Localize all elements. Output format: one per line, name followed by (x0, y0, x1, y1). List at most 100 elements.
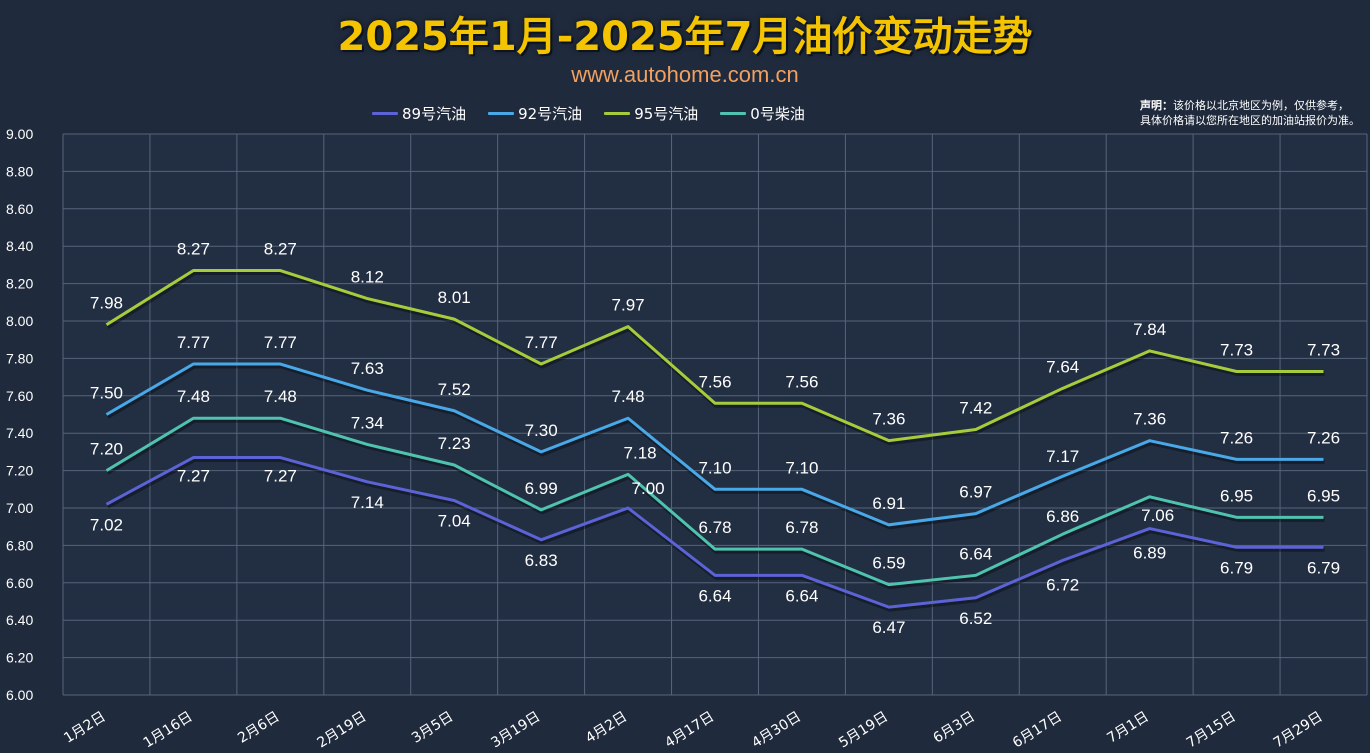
data-label: 7.48 (612, 387, 645, 406)
legend-label-95: 95号汽油 (634, 104, 699, 123)
data-label: 6.79 (1220, 558, 1253, 577)
legend-item-92: 92号汽油 (488, 103, 582, 124)
data-label: 6.86 (1046, 507, 1079, 526)
data-label: 7.63 (351, 359, 384, 378)
x-tick-label: 3月5日 (409, 709, 456, 747)
y-tick-label: 7.20 (6, 463, 33, 479)
data-label: 7.36 (1133, 410, 1166, 429)
y-tick-label: 8.20 (6, 276, 33, 292)
x-tick-label: 2月6日 (235, 709, 282, 747)
data-label: 7.27 (177, 467, 210, 486)
y-tick-label: 9.00 (6, 126, 33, 142)
data-label: 7.48 (264, 387, 297, 406)
data-label: 7.73 (1220, 340, 1253, 359)
data-label: 7.10 (785, 458, 818, 477)
data-label: 6.64 (959, 544, 992, 563)
series-line-shadow (106, 417, 1325, 590)
legend-label-89: 89号汽油 (402, 104, 467, 123)
data-label: 7.98 (90, 294, 123, 313)
y-tick-label: 8.00 (6, 313, 33, 329)
data-label: 6.79 (1307, 558, 1340, 577)
data-label: 7.00 (632, 479, 665, 498)
data-label: 6.78 (785, 518, 818, 537)
data-label: 7.02 (90, 515, 123, 534)
legend: 89号汽油 92号汽油 95号汽油 0号柴油 (372, 101, 805, 125)
data-label: 7.52 (438, 380, 471, 399)
chart-title: 2025年1月-2025年7月油价变动走势 (337, 14, 1033, 60)
y-tick-label: 8.40 (6, 238, 33, 254)
data-label: 7.84 (1133, 320, 1166, 339)
y-tick-label: 8.60 (6, 201, 33, 217)
x-tick-label: 4月17日 (662, 709, 717, 752)
legend-swatch-diesel (720, 111, 747, 115)
data-label: 6.64 (698, 586, 731, 605)
data-label: 7.36 (872, 410, 905, 429)
data-label: 6.47 (872, 618, 905, 637)
legend-swatch-95 (604, 111, 631, 115)
x-tick-label: 7月29日 (1271, 709, 1326, 752)
y-tick-label: 6.80 (6, 537, 33, 553)
data-label: 7.48 (177, 387, 210, 406)
data-label: 7.77 (264, 333, 297, 352)
source-url: www.autohome.com.cn (571, 62, 799, 87)
y-tick-label: 7.00 (6, 500, 33, 516)
y-tick-label: 6.60 (6, 575, 33, 591)
x-tick-label: 5月19日 (836, 709, 891, 752)
data-label: 7.64 (1046, 357, 1079, 376)
x-tick-label: 6月17日 (1010, 709, 1065, 752)
y-tick-label: 7.80 (6, 350, 33, 366)
y-tick-label: 8.80 (6, 163, 33, 179)
data-label: 7.04 (438, 512, 471, 531)
data-label: 6.64 (785, 586, 818, 605)
y-tick-label: 6.20 (6, 650, 33, 666)
data-label: 7.77 (525, 333, 558, 352)
data-label: 8.27 (177, 240, 210, 259)
y-tick-label: 7.60 (6, 388, 33, 404)
x-tick-label: 1月16日 (141, 709, 196, 752)
data-label: 7.77 (177, 333, 210, 352)
data-label: 6.97 (959, 483, 992, 502)
series-line-shadow (106, 270, 1325, 446)
x-tick-label: 6月3日 (931, 709, 978, 747)
disclaimer: 声明：该价格以北京地区为例，仅供参考， 具体价格请以您所在地区的加油站报价为准。 (1140, 98, 1360, 128)
series-line-shadow (106, 363, 1325, 530)
plot-area (63, 134, 1367, 695)
x-tick-label: 3月19日 (488, 709, 543, 752)
series-line (105, 416, 1324, 587)
legend-item-89: 89号汽油 (372, 103, 466, 124)
legend-item-95: 95号汽油 (604, 103, 698, 124)
y-tick-label: 6.40 (6, 612, 33, 628)
data-label: 7.23 (438, 434, 471, 453)
series-line (105, 269, 1324, 443)
data-label: 6.59 (872, 554, 905, 573)
data-label: 7.56 (698, 372, 731, 391)
legend-label-diesel: 0号柴油 (750, 104, 805, 123)
x-tick-label: 4月30日 (749, 709, 804, 752)
data-label: 7.17 (1046, 447, 1079, 466)
data-label: 7.18 (624, 443, 657, 462)
x-tick-label: 4月2日 (583, 709, 630, 747)
series-line-shadow (106, 457, 1325, 612)
disclaimer-line-2: 具体价格请以您所在地区的加油站报价为准。 (1140, 114, 1360, 127)
legend-swatch-92 (488, 111, 515, 115)
x-tick-label: 7月15日 (1184, 709, 1239, 752)
data-label: 7.20 (90, 440, 123, 459)
legend-swatch-89 (372, 111, 398, 115)
data-label: 7.34 (351, 413, 384, 432)
data-label: 7.06 (1141, 506, 1174, 525)
data-label: 6.89 (1133, 544, 1166, 563)
data-label: 6.99 (525, 479, 558, 498)
data-label: 8.12 (351, 268, 384, 287)
data-label: 6.72 (1046, 575, 1079, 594)
x-tick-label: 7月1日 (1104, 709, 1151, 747)
x-tick-label: 2月19日 (314, 709, 369, 752)
series-line (105, 362, 1324, 527)
data-label: 7.56 (785, 372, 818, 391)
data-label: 7.26 (1307, 428, 1340, 447)
disclaimer-label: 声明： (1140, 99, 1173, 112)
legend-item-diesel: 0号柴油 (720, 103, 805, 124)
data-label: 7.27 (264, 467, 297, 486)
data-label: 8.01 (438, 288, 471, 307)
data-label: 7.10 (698, 458, 731, 477)
